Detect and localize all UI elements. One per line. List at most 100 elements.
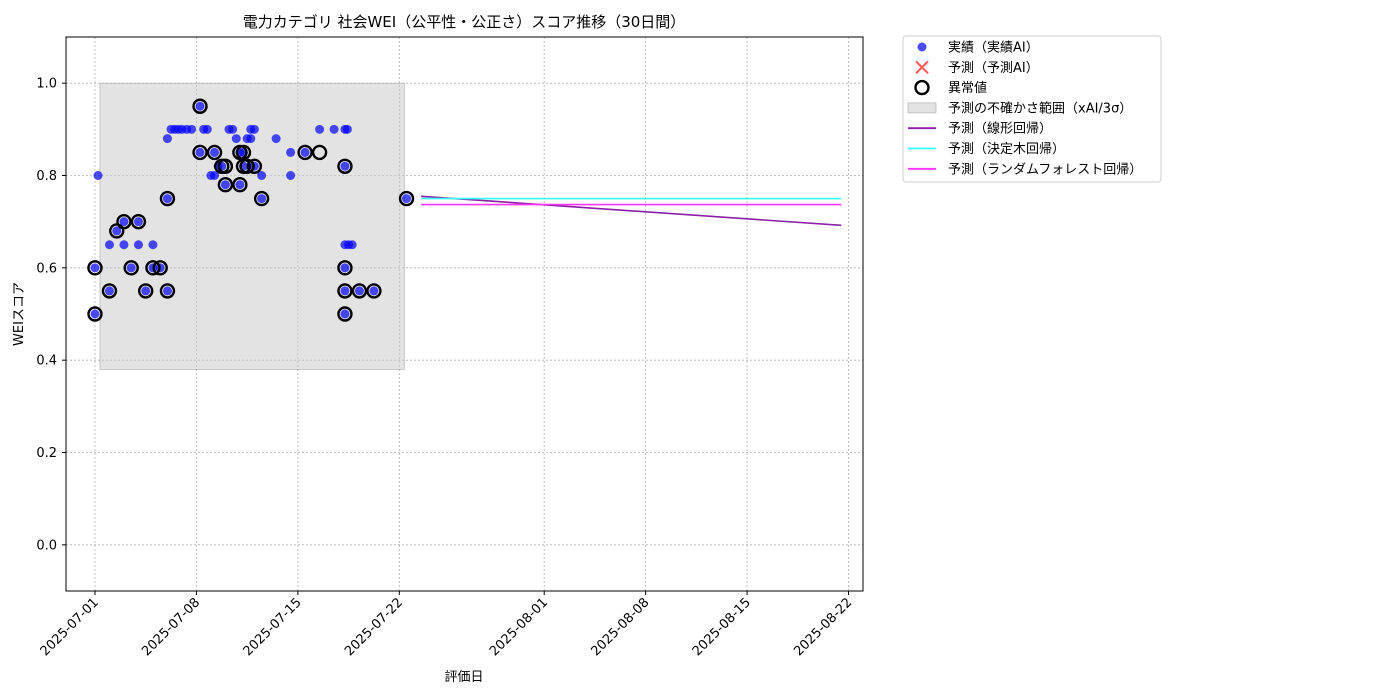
legend-item-linear: 予測（線形回帰）	[908, 121, 1052, 137]
anomaly-ring	[206, 144, 223, 161]
actual-point	[195, 147, 205, 157]
x-tick-label: 2025-08-01	[487, 595, 551, 659]
legend-item-tree: 予測（決定木回帰）	[908, 141, 1065, 157]
actual-point	[329, 124, 339, 134]
plot-inner	[66, 37, 863, 591]
linear-prediction-line	[420, 195, 842, 227]
anomaly-ring	[109, 223, 125, 239]
actual-point	[271, 134, 281, 144]
actual-point	[286, 171, 296, 180]
actual-point	[126, 263, 136, 273]
actual-point	[300, 147, 310, 157]
anomaly-ring	[311, 144, 328, 161]
y-tick-label: 0.4	[36, 354, 57, 369]
actual-point	[141, 286, 151, 296]
actual-point	[104, 240, 114, 250]
actual-point	[112, 226, 122, 236]
x-tick-label: 2025-08-08	[588, 595, 652, 659]
anomaly-ring	[239, 158, 255, 174]
anomaly-ring	[337, 260, 353, 276]
anomaly-ring	[87, 306, 103, 322]
actual-point	[90, 263, 100, 273]
legend-label: 予測（決定木回帰）	[948, 141, 1065, 157]
anomaly-ring	[232, 177, 248, 193]
actual-point	[340, 161, 350, 171]
actual-point	[257, 171, 267, 180]
actual-point	[369, 286, 379, 296]
legend-box	[902, 35, 1162, 183]
anomaly-ring	[217, 177, 234, 193]
anomaly-ring	[152, 260, 168, 276]
anomaly-ring	[159, 190, 176, 207]
y-tick-label: 1.0	[36, 77, 57, 92]
actual-point	[340, 309, 350, 319]
plot-frame	[65, 36, 864, 592]
x-tick-label: 2025-07-22	[342, 595, 406, 659]
anomaly-ring	[351, 283, 368, 299]
actual-point	[162, 286, 172, 296]
actual-point	[354, 286, 364, 296]
legend-label: 予測の不確かさ範囲（xAI/3σ）	[948, 100, 1132, 116]
x-tick-label: 2025-08-22	[791, 595, 855, 659]
chart-title: 電力カテゴリ 社会WEI（公平性・公正さ）スコア推移（30日間）	[243, 13, 686, 31]
legend-label: 予測（ランダムフォレスト回帰）	[948, 161, 1142, 177]
actual-point	[187, 124, 197, 134]
anomaly-ring	[366, 283, 382, 299]
legend-item-actual: 実績（実績AI）	[917, 40, 1039, 56]
legend-actual-marker	[917, 42, 927, 52]
legend-x-marker	[915, 60, 929, 75]
legend-label: 異常値	[948, 80, 987, 96]
anomaly-ring	[137, 283, 154, 299]
anomaly-ring	[145, 260, 161, 276]
actual-point	[220, 180, 230, 190]
actual-point	[148, 240, 158, 250]
y-tick-label: 0.0	[36, 538, 57, 553]
actual-point	[231, 134, 241, 144]
x-tick-label: 2025-07-15	[241, 595, 305, 659]
y-axis-label: WEIスコア	[12, 282, 27, 346]
x-tick-label: 2025-07-01	[38, 595, 102, 659]
actual-point	[210, 147, 220, 157]
actual-point	[93, 171, 103, 180]
actual-point	[342, 124, 352, 134]
anomaly-ring	[130, 213, 147, 230]
x-axis-label: 評価日	[444, 670, 483, 685]
actual-point	[195, 101, 205, 111]
actual-point	[104, 286, 114, 296]
actual-point	[90, 309, 100, 319]
legend-item-anomaly: 異常値	[914, 79, 987, 96]
x-tick-label: 2025-07-08	[139, 595, 203, 659]
anomaly-ring	[253, 190, 270, 207]
anomaly-ring	[217, 158, 234, 174]
legend-band-marker	[907, 102, 937, 114]
anomaly-ring	[297, 144, 313, 161]
actual-point	[202, 124, 212, 134]
actual-point	[119, 240, 129, 250]
actual-point	[246, 134, 256, 144]
actual-point	[340, 286, 350, 296]
plot-area	[66, 37, 863, 591]
actual-point	[210, 171, 220, 180]
legend-label: 予測（予測AI）	[948, 61, 1039, 76]
actual-point	[235, 180, 245, 190]
anomaly-ring	[337, 283, 353, 299]
actual-point	[162, 134, 172, 144]
anomaly-ring	[123, 260, 139, 276]
anomaly-ring	[116, 213, 132, 230]
anomaly-ring	[337, 158, 353, 174]
anomaly-ring	[398, 190, 415, 207]
legend-ring-marker	[914, 79, 930, 96]
actual-point	[347, 240, 357, 250]
actual-point	[249, 124, 259, 134]
actual-point	[402, 194, 412, 204]
actual-point	[340, 263, 350, 273]
anomaly-ring	[337, 306, 353, 322]
legend-item-uncertainty: 予測の不確かさ範囲（xAI/3σ）	[907, 100, 1132, 116]
actual-point	[133, 217, 143, 227]
y-tick-label: 0.8	[36, 169, 57, 184]
actual-point	[315, 124, 325, 134]
legend-item-predicted: 予測（予測AI）	[915, 60, 1039, 76]
actual-point	[162, 194, 172, 204]
